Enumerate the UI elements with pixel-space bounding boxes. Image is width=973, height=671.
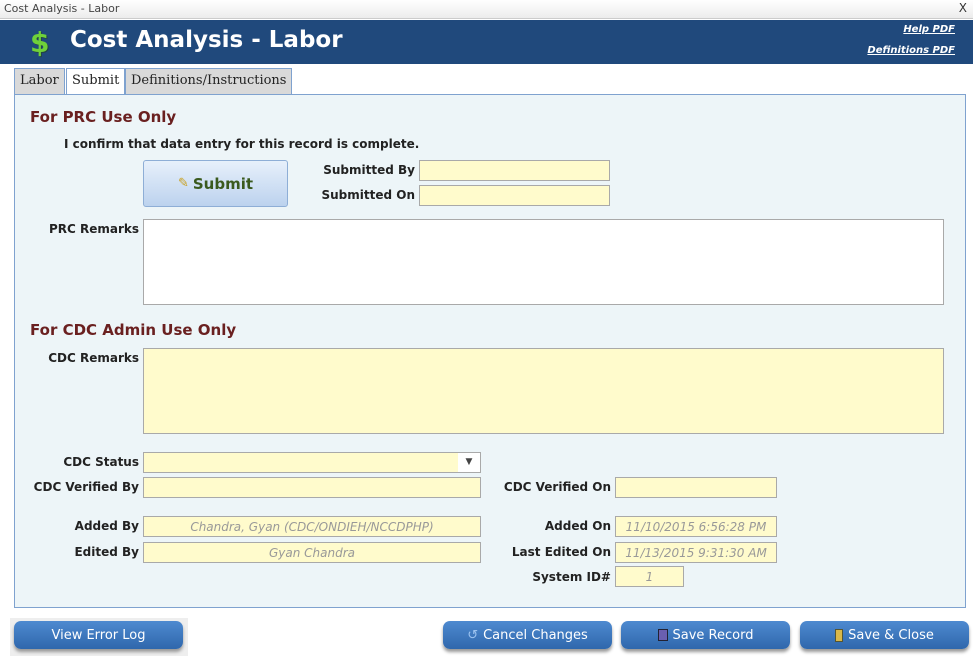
window-title: Cost Analysis - Labor (4, 2, 120, 15)
save-close-label: Save & Close (848, 627, 934, 643)
floppy-disk-icon (657, 629, 668, 641)
tab-definitions[interactable]: Definitions/Instructions (125, 68, 293, 94)
cdc-heading: For CDC Admin Use Only (30, 321, 237, 339)
cancel-label: Cancel Changes (483, 627, 588, 643)
edited-by-label: Edited By (74, 545, 139, 559)
cdc-remarks-label: CDC Remarks (48, 351, 139, 365)
view-error-log-button[interactable]: View Error Log (14, 621, 183, 649)
cdc-remarks-field[interactable] (143, 348, 944, 434)
door-exit-icon (835, 628, 844, 642)
cdc-verified-on-field[interactable] (615, 477, 777, 498)
definitions-pdf-link[interactable]: Definitions PDF (867, 45, 955, 56)
page-title: Cost Analysis - Labor (70, 27, 343, 53)
prc-remarks-label: PRC Remarks (48, 222, 139, 236)
cdc-status-label: CDC Status (63, 455, 139, 469)
error-log-label: View Error Log (51, 627, 146, 643)
added-on-label: Added On (544, 519, 611, 533)
header-bar: $ Cost Analysis - Labor Help PDF Definit… (0, 20, 973, 64)
cdc-verified-on-label: CDC Verified On (503, 480, 611, 494)
added-on-field: 11/10/2015 6:56:28 PM (615, 516, 777, 537)
last-edited-field: 11/13/2015 9:31:30 AM (615, 542, 777, 563)
save-close-button[interactable]: Save & Close (800, 621, 969, 649)
undo-icon: ↺ (467, 627, 479, 643)
save-record-button[interactable]: Save Record (621, 621, 790, 649)
cancel-changes-button[interactable]: ↺ Cancel Changes (443, 621, 612, 649)
submitted-by-label: Submitted By (323, 163, 415, 177)
submit-label: Submit (192, 174, 254, 193)
system-id-label: System ID# (532, 570, 611, 584)
tab-submit[interactable]: Submit (66, 68, 126, 95)
cdc-verified-by-label: CDC Verified By (33, 480, 139, 494)
tab-labor[interactable]: Labor (14, 68, 65, 94)
cdc-status-select[interactable]: ▼ (143, 452, 481, 473)
help-pdf-link[interactable]: Help PDF (903, 24, 955, 35)
added-by-label: Added By (74, 519, 139, 533)
added-by-field: Chandra, Gyan (CDC/ONDIEH/NCCDPHP) (143, 516, 481, 537)
submitted-on-field[interactable] (419, 185, 610, 206)
dollar-icon: $ (30, 26, 50, 59)
chevron-down-icon[interactable]: ▼ (458, 453, 480, 472)
close-icon[interactable]: X (958, 1, 967, 15)
last-edited-label: Last Edited On (511, 545, 611, 559)
window-titlebar: Cost Analysis - Labor (0, 0, 973, 19)
submitted-by-field[interactable] (419, 160, 610, 181)
submit-button[interactable]: ✎ Submit (143, 160, 288, 207)
prc-remarks-field[interactable] (143, 219, 944, 305)
edited-by-field: Gyan Chandra (143, 542, 481, 563)
save-label: Save Record (672, 627, 754, 643)
cdc-verified-by-field[interactable] (143, 477, 481, 498)
confirm-text: I confirm that data entry for this recor… (64, 137, 420, 151)
prc-heading: For PRC Use Only (30, 108, 177, 126)
checklist-icon: ✎ (177, 176, 189, 191)
system-id-field: 1 (615, 566, 684, 587)
submitted-on-label: Submitted On (321, 188, 415, 202)
